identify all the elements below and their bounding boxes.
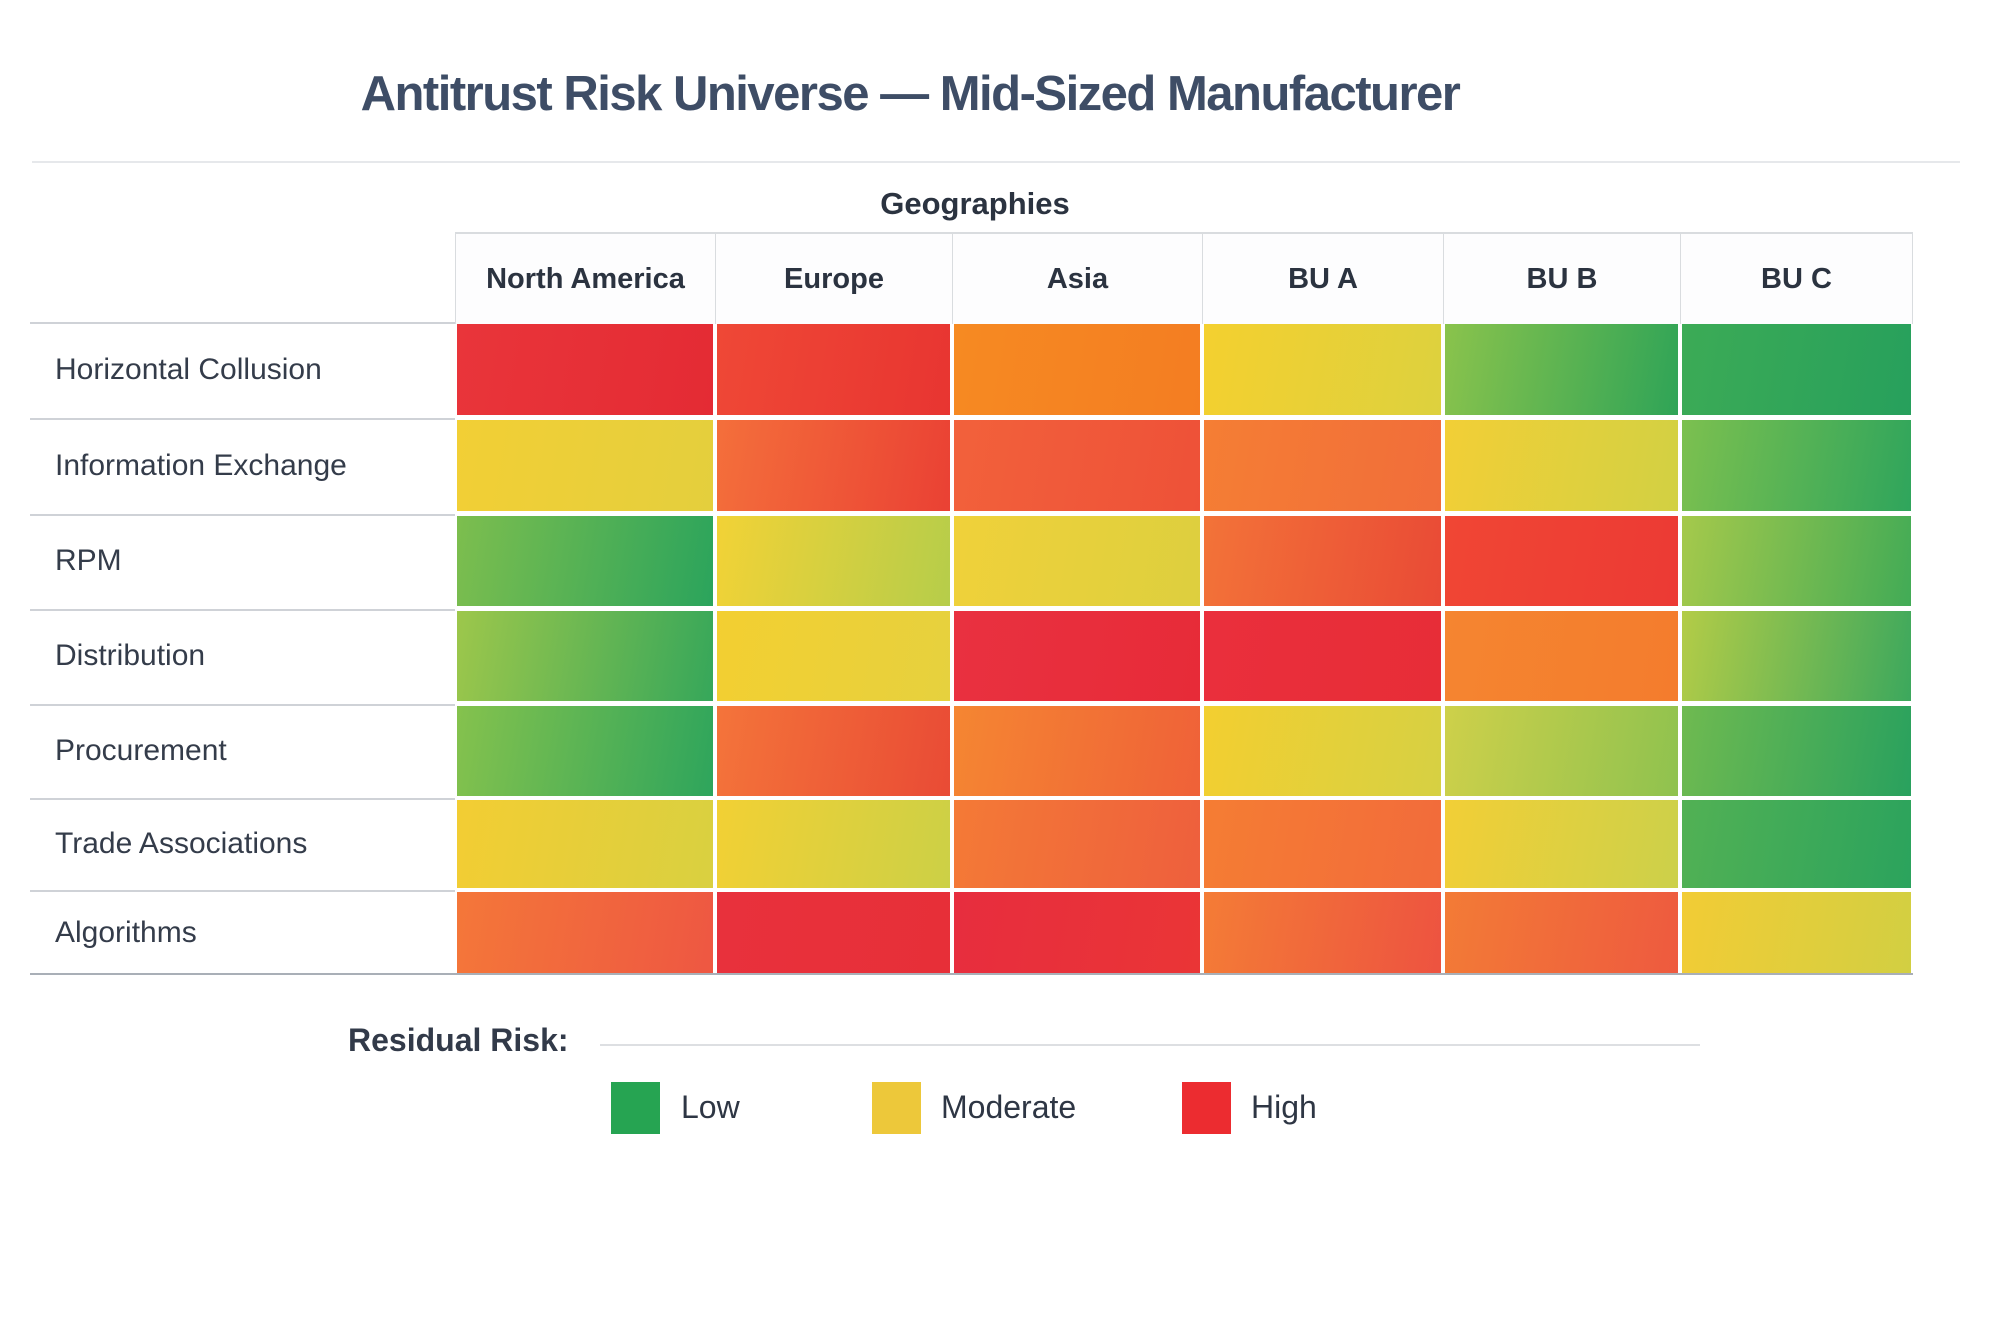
risk-cell-r3-c4-medium-high <box>1204 516 1441 606</box>
column-header-bu-c: BU C <box>1680 234 1913 324</box>
risk-cell-r5-c6-low <box>1682 706 1911 796</box>
row-label-distribution: Distribution <box>55 639 206 672</box>
risk-cell-r4-c6-low-moderate <box>1682 611 1911 701</box>
risk-cell-r6-c6-low <box>1682 800 1911 888</box>
risk-cell-r2-c6-low <box>1682 420 1911 511</box>
risk-cell-r7-c1-medium-high <box>457 892 713 973</box>
risk-cell-r3-c5-high <box>1445 516 1678 606</box>
legend-divider <box>600 1044 1700 1046</box>
risk-cell-r6-c5-moderate <box>1445 800 1678 888</box>
risk-cell-r5-c5-low-moderate <box>1445 706 1678 796</box>
risk-cell-r4-c2-moderate <box>717 611 950 701</box>
risk-cell-r1-c2-high <box>717 324 950 415</box>
row-label-trade-associations: Trade Associations <box>55 827 308 860</box>
row-divider <box>30 890 455 892</box>
row-divider <box>30 418 455 420</box>
risk-cell-r7-c4-medium-high <box>1204 892 1441 973</box>
legend-swatch-moderate <box>872 1082 921 1134</box>
risk-cell-r3-c2-moderate <box>717 516 950 606</box>
row-label-horizontal-collusion: Horizontal Collusion <box>55 352 322 386</box>
risk-cell-r4-c4-high <box>1204 611 1441 701</box>
row-label-procurement: Procurement <box>55 734 227 767</box>
table-bottom-border <box>30 973 1913 975</box>
legend-title: Residual Risk: <box>348 1022 569 1058</box>
column-header-north-america: North America <box>455 234 715 324</box>
legend-label-low: Low <box>681 1089 740 1125</box>
row-divider <box>30 322 455 324</box>
risk-cell-r7-c5-medium-high <box>1445 892 1678 973</box>
column-header-row: North America Europe Asia BU A BU B BU C <box>455 232 1913 324</box>
risk-cell-r1-c6-low <box>1682 324 1911 415</box>
risk-cell-r5-c4-moderate <box>1204 706 1441 796</box>
row-label-information-exchange: Information Exchange <box>55 448 347 482</box>
column-header-bu-a: BU A <box>1202 234 1443 324</box>
row-label-rpm: RPM <box>55 544 122 577</box>
risk-cell-r3-c1-low <box>457 516 713 606</box>
risk-cell-r1-c1-high <box>457 324 713 415</box>
risk-matrix: North America Europe Asia BU A BU B BU C Hori… <box>30 232 1913 977</box>
risk-cell-r2-c4-medium-high <box>1204 420 1441 511</box>
column-header-europe: Europe <box>715 234 952 324</box>
risk-cell-r6-c4-medium-high <box>1204 800 1441 888</box>
row-divider <box>30 514 455 516</box>
risk-cell-r3-c3-moderate <box>954 516 1200 606</box>
risk-cell-r6-c2-moderate <box>717 800 950 888</box>
risk-cell-r6-c1-moderate <box>457 800 713 888</box>
risk-cell-r1-c4-moderate <box>1204 324 1441 415</box>
risk-cell-r5-c3-medium-high <box>954 706 1200 796</box>
row-divider <box>30 704 455 706</box>
column-header-bu-b: BU B <box>1443 234 1680 324</box>
risk-cell-r7-c3-high <box>954 892 1200 973</box>
legend-swatch-low <box>611 1082 660 1134</box>
row-divider <box>30 798 455 800</box>
page-title: Antitrust Risk Universe — Mid-Sized Manu… <box>360 67 1461 121</box>
row-divider <box>30 609 455 611</box>
risk-cell-r4-c1-low-moderate <box>457 611 713 701</box>
legend-swatch-high <box>1182 1082 1231 1134</box>
legend-label-moderate: Moderate <box>941 1089 1077 1125</box>
risk-cell-r4-c5-medium-high <box>1445 611 1678 701</box>
risk-cell-r2-c5-moderate <box>1445 420 1678 511</box>
title-divider <box>32 161 1960 163</box>
column-group-header: Geographies <box>880 186 1070 221</box>
risk-cell-r6-c3-medium-high <box>954 800 1200 888</box>
risk-cell-r7-c6-moderate <box>1682 892 1911 973</box>
risk-cell-r5-c1-low <box>457 706 713 796</box>
risk-cell-r4-c3-high <box>954 611 1200 701</box>
risk-cell-r2-c2-medium-high <box>717 420 950 511</box>
row-label-algorithms: Algorithms <box>55 915 197 949</box>
risk-cell-r1-c3-medium-high <box>954 324 1200 415</box>
risk-cell-r2-c1-moderate <box>457 420 713 511</box>
risk-cell-r3-c6-low-moderate <box>1682 516 1911 606</box>
risk-cell-r5-c2-medium-high <box>717 706 950 796</box>
risk-cell-r1-c5-low <box>1445 324 1678 415</box>
risk-cell-r7-c2-high <box>717 892 950 973</box>
risk-cell-r2-c3-medium-high <box>954 420 1200 511</box>
legend-label-high: High <box>1251 1089 1317 1125</box>
column-header-asia: Asia <box>952 234 1202 324</box>
